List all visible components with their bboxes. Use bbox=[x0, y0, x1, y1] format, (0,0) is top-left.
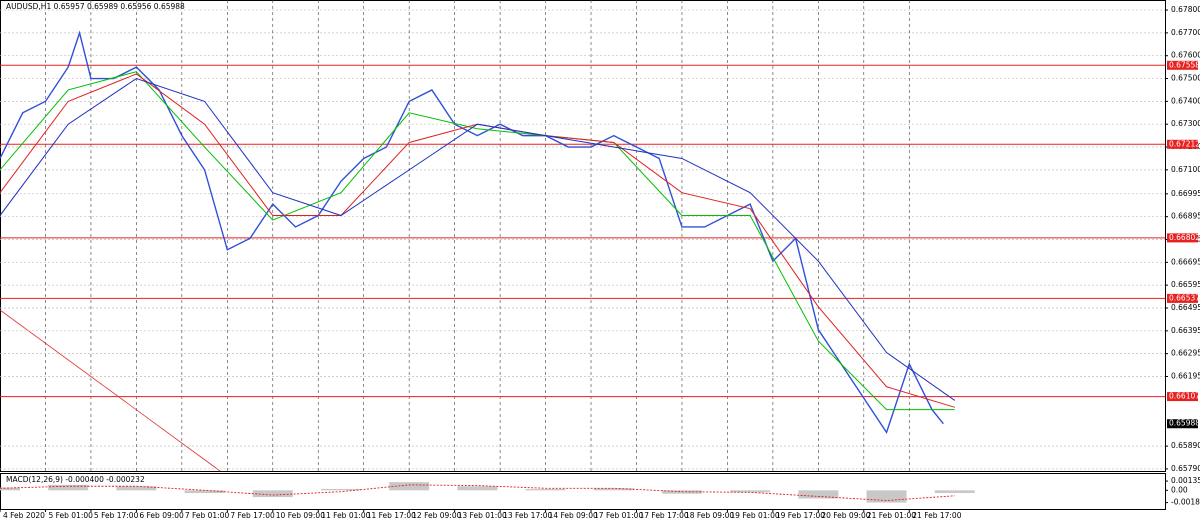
macd-frame bbox=[0, 473, 1166, 510]
macd-bar bbox=[866, 490, 907, 503]
level-tag bbox=[1167, 233, 1198, 243]
y-tick-label: 0.67700 bbox=[1171, 28, 1200, 37]
macd-signal bbox=[0, 484, 955, 501]
macd-bar bbox=[48, 484, 89, 491]
macd-bar bbox=[389, 482, 430, 491]
level-tag bbox=[1167, 60, 1198, 70]
y-tick-label: 0.66395 bbox=[1171, 326, 1200, 335]
x-tick-label: 14 Feb 09:00 bbox=[549, 511, 598, 520]
y-tick-label: 0.67400 bbox=[1171, 96, 1200, 105]
price-tag bbox=[1167, 419, 1198, 429]
macd-bar bbox=[593, 488, 634, 491]
price-line bbox=[0, 71, 955, 411]
y-tick-label: 0.67300 bbox=[1171, 119, 1200, 128]
x-tick-label: 4 Feb 2020 bbox=[3, 511, 45, 520]
price-label: 0.65988 bbox=[1169, 419, 1200, 428]
level-tag bbox=[1167, 392, 1198, 402]
macd-bar bbox=[798, 490, 839, 499]
level-label: 0.66107 bbox=[1169, 392, 1200, 401]
macd-bar bbox=[730, 490, 771, 493]
macd-y-tick-label: -0.001807 bbox=[1171, 498, 1200, 507]
x-tick-label: 18 Feb 09:00 bbox=[685, 511, 734, 520]
macd-bar bbox=[525, 488, 566, 491]
x-tick-label: 13 Feb 17:00 bbox=[503, 511, 552, 520]
level-tag bbox=[1167, 139, 1198, 149]
y-tick-label: 0.66195 bbox=[1171, 371, 1200, 380]
macd-bar bbox=[116, 486, 157, 491]
macd-y-tick-label: 0.001357 bbox=[1171, 476, 1200, 485]
y-tick-label: 0.67600 bbox=[1171, 51, 1200, 60]
x-tick-label: 7 Feb 01:00 bbox=[185, 511, 230, 520]
x-tick-label: 12 Feb 09:00 bbox=[412, 511, 461, 520]
x-tick-label: 10 Feb 09:00 bbox=[276, 511, 325, 520]
x-tick-label: 11 Feb 01:00 bbox=[321, 511, 370, 520]
x-tick-label: 21 Feb 17:00 bbox=[912, 511, 961, 520]
x-tick-label: 6 Feb 09:00 bbox=[139, 511, 184, 520]
main-frame bbox=[0, 0, 1166, 472]
level-label: 0.66537 bbox=[1169, 293, 1200, 302]
macd-bar bbox=[252, 490, 293, 498]
x-tick-label: 17 Feb 01:00 bbox=[594, 511, 643, 520]
y-tick-label: 0.65890 bbox=[1171, 441, 1200, 450]
macd-bar bbox=[320, 488, 361, 491]
macd-bar bbox=[934, 490, 975, 494]
y-tick-label: 0.66695 bbox=[1171, 257, 1200, 266]
chart-title: AUDUSD,H1 0.65957 0.65989 0.65956 0.6598… bbox=[6, 2, 185, 11]
level-tag bbox=[1167, 293, 1198, 303]
y-tick-label: 0.67500 bbox=[1171, 74, 1200, 83]
macd-title: MACD(12,26,9) -0.000400 -0.000232 bbox=[6, 475, 145, 484]
price-line bbox=[0, 77, 956, 401]
level-label: 0.66802 bbox=[1169, 233, 1200, 242]
macd-y-tick-label: 0.00 bbox=[1171, 485, 1188, 494]
level-label: 0.67558 bbox=[1169, 60, 1200, 69]
y-tick-label: 0.66895 bbox=[1171, 212, 1200, 221]
x-tick-label: 20 Feb 09:00 bbox=[821, 511, 870, 520]
x-tick-label: 11 Feb 17:00 bbox=[367, 511, 416, 520]
x-tick-label: 21 Feb 01:00 bbox=[867, 511, 916, 520]
x-tick-label: 19 Feb 01:00 bbox=[730, 511, 779, 520]
macd-bar bbox=[457, 486, 498, 491]
price-line bbox=[0, 30, 944, 435]
x-tick-label: 13 Feb 01:00 bbox=[458, 511, 507, 520]
macd-bar bbox=[0, 487, 20, 491]
y-tick-label: 0.66495 bbox=[1171, 303, 1200, 312]
y-tick-label: 0.66595 bbox=[1171, 280, 1200, 289]
y-tick-label: 0.66295 bbox=[1171, 349, 1200, 358]
macd-bar bbox=[184, 490, 225, 494]
x-tick-label: 7 Feb 17:00 bbox=[230, 511, 275, 520]
level-label: 0.67212 bbox=[1169, 139, 1200, 148]
x-tick-label: 5 Feb 01:00 bbox=[48, 511, 93, 520]
y-tick-label: 0.66995 bbox=[1171, 189, 1200, 198]
x-tick-label: 17 Feb 17:00 bbox=[639, 511, 688, 520]
y-tick-label: 0.65790 bbox=[1171, 464, 1200, 473]
trend-line bbox=[0, 309, 221, 472]
y-tick-label: 0.67100 bbox=[1171, 165, 1200, 174]
y-tick-label: 0.67800 bbox=[1171, 5, 1200, 14]
x-tick-label: 19 Feb 17:00 bbox=[776, 511, 825, 520]
x-tick-label: 5 Feb 17:00 bbox=[94, 511, 139, 520]
